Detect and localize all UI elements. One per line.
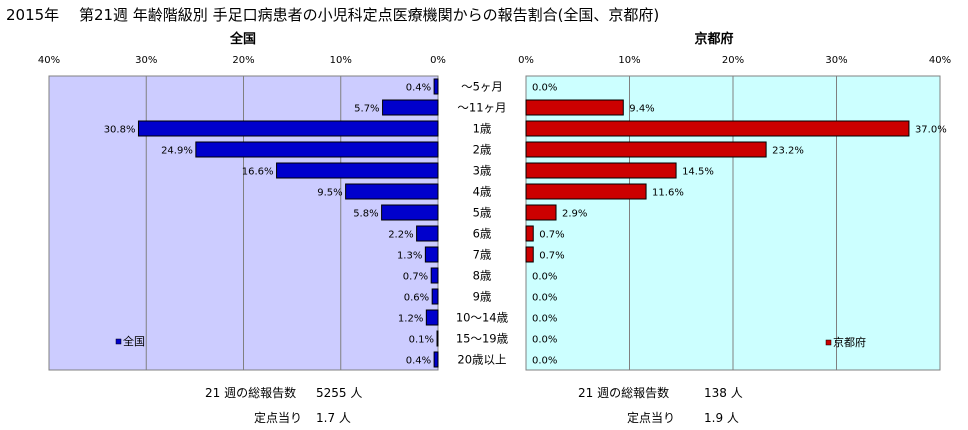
left-data-label: 30.8% [104, 125, 136, 136]
category-label: 2歳 [473, 143, 492, 157]
left-data-label: 5.7% [354, 104, 379, 115]
category-label: ～11ヶ月 [457, 101, 506, 115]
category-label: 10～14歳 [456, 311, 509, 325]
left-data-label: 0.1% [409, 335, 434, 346]
left-data-label: 16.6% [242, 167, 274, 178]
category-label: 4歳 [473, 185, 492, 199]
right-total-value: 138 人 [704, 386, 743, 400]
left-bar [431, 288, 439, 305]
right-data-label: 9.4% [629, 104, 654, 115]
left-bar [416, 225, 439, 242]
right-data-label: 0.7% [539, 230, 564, 241]
left-bar [430, 267, 439, 284]
right-bar [525, 141, 767, 158]
category-label: 5歳 [473, 206, 492, 220]
left-data-label: 9.5% [317, 188, 342, 199]
left-bar [195, 141, 439, 158]
right-bar [525, 225, 534, 242]
left-tick-label: 40% [38, 55, 60, 66]
right-data-label: 0.7% [539, 251, 564, 262]
left-data-label: 24.9% [161, 146, 193, 157]
left-panel-header: 全国 [229, 31, 256, 47]
right-tick-label: 40% [929, 55, 951, 66]
right-bar [525, 246, 534, 263]
chart-title: 2015年 第21週 年齢階級別 手足口病患者の小児科定点医療機関からの報告割合… [6, 6, 660, 24]
category-label: 8歳 [473, 269, 492, 283]
left-bar [345, 183, 439, 200]
left-data-label: 0.4% [406, 83, 431, 94]
right-data-label: 0.0% [532, 356, 557, 367]
right-per-value: 1.9 人 [704, 411, 739, 425]
left-bar [381, 204, 439, 221]
right-bar [525, 162, 677, 179]
left-legend-label: 全国 [123, 334, 145, 348]
category-label: 9歳 [473, 290, 492, 304]
right-data-label: 0.0% [532, 335, 557, 346]
right-data-label: 14.5% [682, 167, 714, 178]
left-bar [137, 120, 439, 137]
left-data-label: 0.4% [406, 356, 431, 367]
left-tick-label: 10% [330, 55, 352, 66]
right-bar [525, 204, 557, 221]
right-data-label: 11.6% [652, 188, 684, 199]
left-data-label: 0.6% [404, 293, 429, 304]
right-bar [525, 99, 624, 116]
right-tick-label: 30% [825, 55, 847, 66]
right-data-label: 0.0% [532, 314, 557, 325]
left-tick-label: 0% [430, 55, 446, 66]
right-bar [525, 120, 910, 137]
category-label: 1歳 [473, 122, 492, 136]
left-bar [433, 351, 439, 368]
left-total-label: 21 週の総報告数 [205, 386, 297, 400]
left-tick-label: 30% [135, 55, 157, 66]
category-label: 6歳 [473, 227, 492, 241]
left-data-label: 0.7% [403, 272, 428, 283]
right-data-label: 0.0% [532, 293, 557, 304]
right-tick-label: 0% [518, 55, 534, 66]
left-bar [436, 330, 439, 347]
left-bar [433, 78, 439, 95]
right-legend-swatch [825, 339, 832, 346]
left-per-label: 定点当り [254, 411, 303, 425]
right-data-label: 0.0% [532, 83, 557, 94]
left-data-label: 1.2% [398, 314, 423, 325]
right-data-label: 2.9% [562, 209, 587, 220]
left-bar [276, 162, 439, 179]
category-label: ～5ヶ月 [461, 80, 503, 94]
left-bar [424, 246, 439, 263]
right-legend-label: 京都府 [833, 335, 866, 349]
right-data-label: 0.0% [532, 272, 557, 283]
left-bar [382, 99, 439, 116]
right-total-label: 21 週の総報告数 [578, 386, 670, 400]
category-label: 3歳 [473, 164, 492, 178]
left-data-label: 1.3% [397, 251, 422, 262]
right-panel-header: 京都府 [694, 31, 733, 47]
left-total-value: 5255 人 [316, 386, 363, 400]
right-tick-label: 10% [618, 55, 640, 66]
right-per-label: 定点当り [627, 411, 676, 425]
left-legend-swatch [115, 338, 122, 345]
category-label: 20歳以上 [457, 353, 506, 367]
left-bar [425, 309, 439, 326]
right-tick-label: 20% [722, 55, 744, 66]
category-label: 7歳 [473, 248, 492, 262]
left-tick-label: 20% [232, 55, 254, 66]
right-data-label: 23.2% [772, 146, 804, 157]
left-per-value: 1.7 人 [316, 411, 351, 425]
category-label: 15～19歳 [456, 332, 509, 346]
right-data-label: 37.0% [915, 125, 947, 136]
left-data-label: 2.2% [388, 230, 413, 241]
right-bar [525, 183, 647, 200]
left-data-label: 5.8% [353, 209, 378, 220]
